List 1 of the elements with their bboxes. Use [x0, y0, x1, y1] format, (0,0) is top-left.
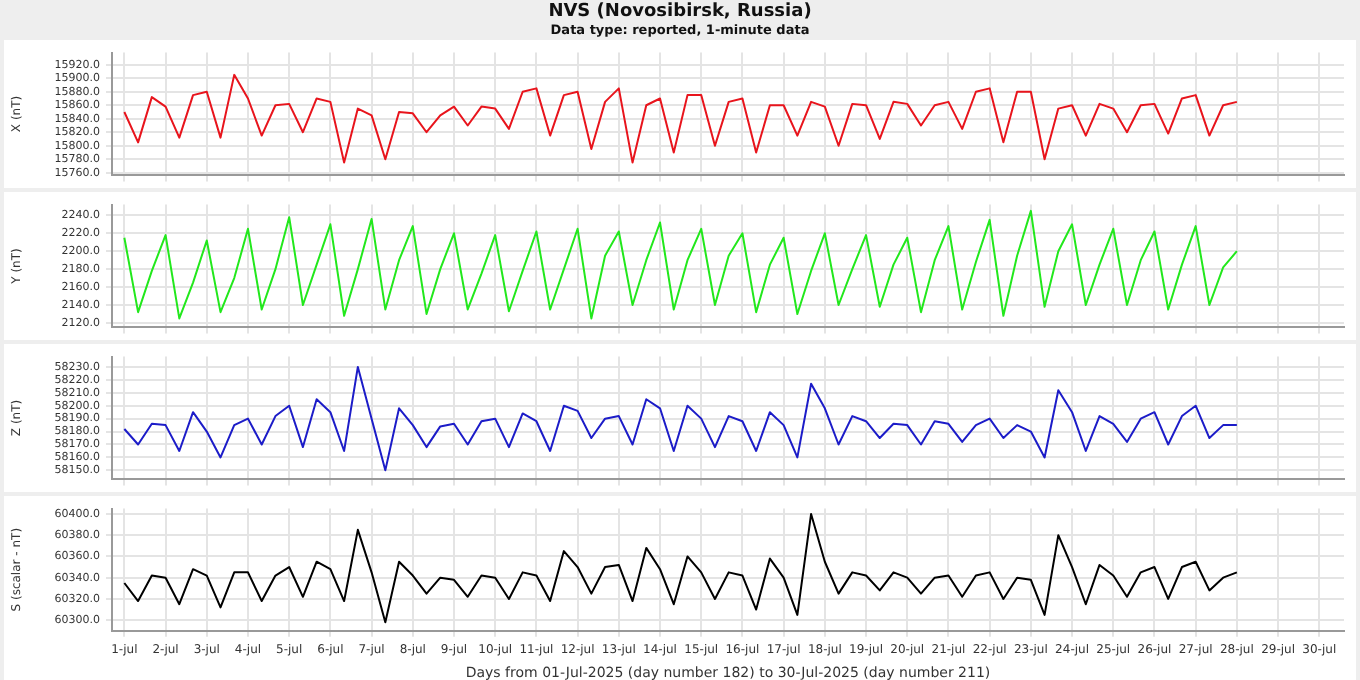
chart-title: NVS (Novosibirsk, Russia) [546, 2, 814, 22]
